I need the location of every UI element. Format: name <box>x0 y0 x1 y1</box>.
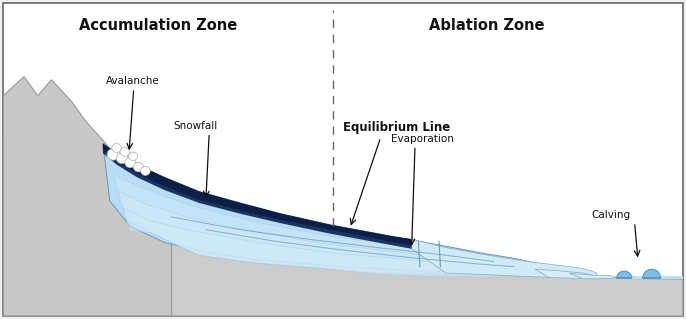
Circle shape <box>141 167 150 175</box>
Polygon shape <box>569 273 617 279</box>
Polygon shape <box>3 140 683 316</box>
Text: Ablation Zone: Ablation Zone <box>429 18 545 33</box>
Circle shape <box>134 162 144 172</box>
Polygon shape <box>123 208 535 277</box>
Polygon shape <box>114 175 535 273</box>
Text: Snowfall: Snowfall <box>174 121 217 131</box>
Circle shape <box>117 153 128 164</box>
Circle shape <box>107 149 119 160</box>
Text: Calving: Calving <box>591 210 630 220</box>
Polygon shape <box>103 144 412 249</box>
Polygon shape <box>643 269 661 278</box>
Polygon shape <box>597 276 683 279</box>
Polygon shape <box>103 144 412 246</box>
Text: Avalanche: Avalanche <box>106 76 160 86</box>
Polygon shape <box>412 239 597 278</box>
Circle shape <box>120 147 130 156</box>
Polygon shape <box>119 191 535 275</box>
Polygon shape <box>103 144 597 278</box>
Circle shape <box>112 144 121 152</box>
Polygon shape <box>535 269 597 278</box>
Text: Evaporation: Evaporation <box>391 134 454 144</box>
Polygon shape <box>3 77 172 316</box>
Circle shape <box>125 158 136 168</box>
Polygon shape <box>617 271 632 278</box>
Text: Equilibrium Line: Equilibrium Line <box>343 121 450 134</box>
Circle shape <box>129 152 137 160</box>
Text: Accumulation Zone: Accumulation Zone <box>79 18 237 33</box>
